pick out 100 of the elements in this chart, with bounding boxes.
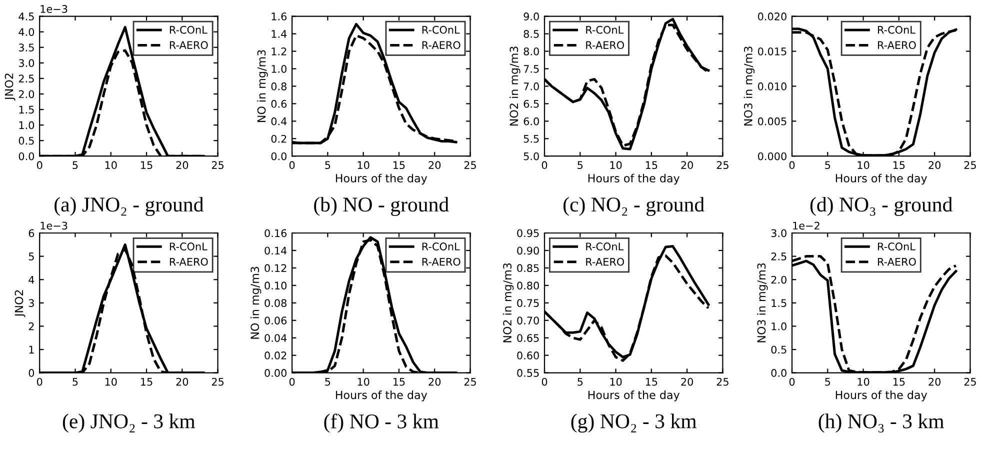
- y-tick-label: 0.005: [758, 117, 786, 126]
- y-axis-title: NO in mg/m3: [257, 50, 268, 122]
- x-tick-label: 25: [964, 161, 976, 170]
- y-tick-label: 0.70: [517, 316, 539, 324]
- x-tick-label: 0: [542, 161, 548, 170]
- x-tick-label: 15: [893, 161, 905, 170]
- x-tick-label: 25: [212, 378, 224, 386]
- x-tick-label: 0: [36, 378, 42, 386]
- x-tick-label: 25: [464, 161, 476, 170]
- y-tick-label: 0.16: [264, 229, 287, 238]
- y-tick-label: 2.0: [771, 276, 786, 284]
- x-tick-label: 20: [928, 378, 940, 386]
- y-tick-label: 7.5: [524, 65, 539, 73]
- x-tick-label: 25: [716, 161, 728, 170]
- y-tick-label: 0.60: [517, 352, 539, 360]
- text: 1e−3: [40, 222, 68, 230]
- legend-label: R-AERO: [170, 41, 208, 50]
- y-tick-label: 0.85: [517, 264, 539, 272]
- y-axis-title: NO in mg/m3: [250, 266, 262, 339]
- y-tick-label: 6: [28, 229, 34, 238]
- legend-label: R-COnL: [422, 242, 460, 250]
- x-tick-label: 15: [141, 378, 152, 386]
- y-axis-title: NO3 in mg/m3: [744, 46, 755, 126]
- y-tick-label: 0.010: [758, 82, 786, 90]
- x-tick-label: 10: [105, 161, 117, 170]
- y-tick-label: 1.4: [272, 30, 287, 38]
- x-tick-label: 10: [358, 378, 370, 386]
- y-tick-label: 0.020: [758, 12, 786, 20]
- text: (f) NO - 3 km: [324, 414, 439, 433]
- x-tick-label: 0: [789, 378, 795, 386]
- legend-label: R-COnL: [170, 26, 208, 34]
- y-tick-label: 0.0: [271, 152, 286, 160]
- y-tick-label: 1.2: [272, 47, 286, 56]
- y-tick-label: 0.0: [18, 152, 34, 160]
- y-tick-label: 8.0: [524, 47, 539, 56]
- y-tick-label: 1.0: [272, 64, 286, 73]
- y-axis-title: NO3 in mg/m3: [757, 263, 768, 342]
- x-axis-title: Hours of the day: [836, 390, 928, 402]
- x-tick-label: 10: [858, 378, 870, 386]
- text: (c) NO₂ - ground: [563, 196, 704, 216]
- x-tick-label: 20: [428, 161, 441, 170]
- x-axis-title: Hours of the day: [336, 390, 428, 402]
- y-tick-label: 1.0: [772, 322, 786, 330]
- y-tick-label: 0.75: [517, 299, 539, 308]
- x-tick-label: 10: [610, 378, 622, 386]
- y-tick-label: 1.5: [19, 106, 34, 114]
- y-tick-label: 0.015: [758, 47, 786, 56]
- x-tick-label: 10: [610, 161, 622, 170]
- y-tick-label: 0.95: [517, 229, 539, 238]
- x-tick-label: 20: [681, 378, 693, 386]
- legend-label: R-AERO: [878, 41, 916, 50]
- x-tick-label: 15: [893, 378, 905, 386]
- legend-label: R-COnL: [878, 26, 916, 34]
- x-axis-title: Hours of the day: [588, 390, 680, 402]
- legend-label: R-AERO: [878, 258, 916, 266]
- x-tick-label: 25: [716, 378, 728, 386]
- text: (a) JNO₂ - ground: [54, 196, 204, 216]
- y-tick-label: 0.80: [517, 282, 539, 290]
- y-tick-label: 3: [28, 299, 34, 308]
- y-tick-label: 2.5: [771, 252, 786, 260]
- y-tick-label: 0.0: [771, 369, 786, 377]
- y-tick-label: 0.5: [18, 136, 34, 145]
- y-tick-label: 3.0: [18, 59, 34, 68]
- y-tick-label: 2.0: [18, 90, 34, 98]
- x-tick-label: 5: [825, 378, 830, 386]
- y-tick-label: 0.06: [264, 316, 287, 324]
- y-tick-label: 0.12: [264, 264, 286, 272]
- x-tick-label: 20: [681, 161, 693, 170]
- y-tick-label: 0: [28, 369, 34, 377]
- x-tick-label: 25: [212, 161, 224, 170]
- y-tick-label: 5: [28, 252, 34, 260]
- y-tick-label: 0.14: [264, 246, 287, 255]
- x-tick-label: 20: [176, 161, 188, 170]
- y-tick-label: 0.65: [517, 334, 539, 342]
- x-tick-label: 0: [542, 378, 548, 386]
- legend-label: R-AERO: [422, 41, 460, 50]
- legend-label: R-COnL: [878, 242, 916, 250]
- y-tick-label: 0.10: [264, 282, 286, 290]
- text: 1e−2: [793, 222, 820, 230]
- y-tick-label: 0.6: [271, 100, 287, 108]
- x-axis-title: Hours of the day: [588, 174, 680, 185]
- y-tick-label: 5.5: [524, 135, 539, 143]
- legend-label: R-AERO: [170, 258, 208, 266]
- y-tick-label: 1.6: [272, 12, 287, 20]
- y-tick-label: 6.0: [524, 117, 539, 126]
- x-tick-label: 5: [72, 378, 78, 386]
- x-tick-label: 5: [578, 161, 583, 170]
- legend-label: R-COnL: [170, 242, 208, 250]
- x-tick-label: 15: [393, 161, 405, 170]
- x-tick-label: 5: [825, 161, 830, 170]
- text: (g) NO₂ - 3 km: [571, 414, 697, 433]
- x-tick-label: 10: [105, 378, 117, 386]
- x-tick-label: 25: [964, 378, 976, 386]
- y-tick-label: 0.55: [517, 369, 539, 377]
- y-axis-title: NO2 in mg/m3: [502, 263, 514, 342]
- y-axis-title: JNO2: [14, 290, 26, 318]
- x-tick-label: 0: [36, 161, 42, 170]
- x-axis-title: Hours of the day: [336, 174, 428, 185]
- x-tick-label: 10: [358, 161, 370, 170]
- y-tick-label: 9.0: [524, 12, 539, 20]
